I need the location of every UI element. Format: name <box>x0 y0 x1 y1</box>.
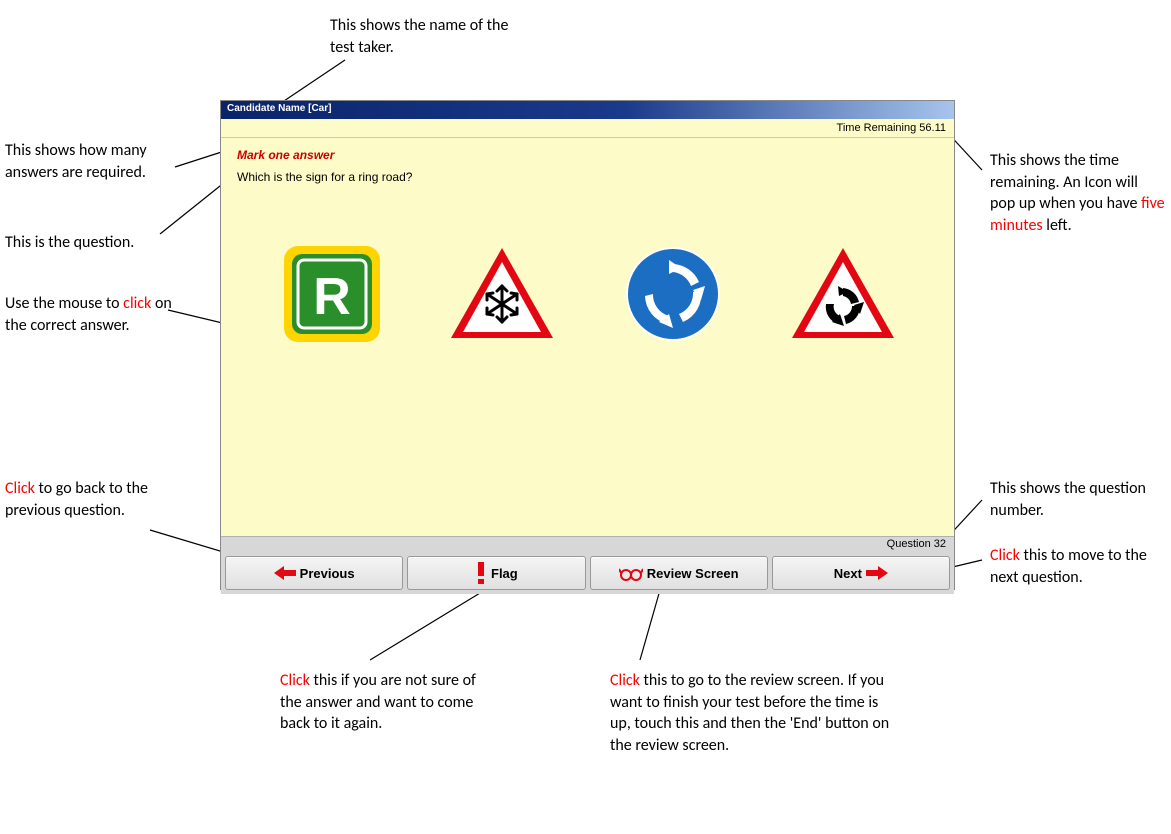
question-number: Question 32 <box>887 538 946 550</box>
annotation-time: This shows the time remaining. An Icon w… <box>990 150 1165 236</box>
time-remaining-bar: Time Remaining 56.11 <box>221 119 954 138</box>
next-button[interactable]: Next <box>772 556 950 590</box>
answer-option-ice-sign[interactable] <box>442 234 562 354</box>
instruction-text: Mark one answer <box>237 148 938 162</box>
roundabout-warning-sign-icon <box>788 244 898 344</box>
time-remaining: Time Remaining 56.11 <box>837 122 946 134</box>
flag-label: Flag <box>491 566 518 581</box>
annotation-previous: Click to go back to the previous questio… <box>5 478 185 521</box>
annotation-flag: Click this if you are not sure of the an… <box>280 670 500 735</box>
annotation-question: This is the question. <box>5 232 185 254</box>
candidate-name: Candidate Name [Car] <box>227 103 331 114</box>
nav-bar: Previous Flag Review Screen Next <box>221 552 954 594</box>
answer-option-r-sign[interactable]: R <box>272 234 392 354</box>
next-label: Next <box>834 566 862 581</box>
flag-button[interactable]: Flag <box>407 556 585 590</box>
annotation-click-answer: Use the mouse to click on the correct an… <box>5 293 185 336</box>
review-label: Review Screen <box>647 566 739 581</box>
mini-roundabout-sign-icon <box>623 244 723 344</box>
glasses-icon <box>619 565 643 581</box>
annotation-next: Click this to move to the next question. <box>990 545 1165 588</box>
review-screen-button[interactable]: Review Screen <box>590 556 768 590</box>
previous-button[interactable]: Previous <box>225 556 403 590</box>
arrow-right-icon <box>866 566 888 580</box>
svg-text:R: R <box>313 268 351 326</box>
previous-label: Previous <box>300 566 355 581</box>
question-number-bar: Question 32 <box>221 536 954 552</box>
answer-option-roundabout-sign[interactable] <box>783 234 903 354</box>
ice-warning-sign-icon <box>447 244 557 344</box>
app-window: Candidate Name [Car] Time Remaining 56.1… <box>220 100 955 590</box>
annotation-top: This shows the name of the test taker. <box>330 15 520 58</box>
annotation-answers-required: This shows how many answers are required… <box>5 140 185 183</box>
answer-option-mini-roundabout-sign[interactable] <box>613 234 733 354</box>
answer-options: R <box>237 234 938 354</box>
ring-road-r-sign-icon: R <box>282 244 382 344</box>
title-bar: Candidate Name [Car] <box>221 101 954 119</box>
question-text: Which is the sign for a ring road? <box>237 170 938 184</box>
exclamation-icon <box>475 562 487 584</box>
annotation-review: Click this to go to the review screen. I… <box>610 670 890 756</box>
arrow-left-icon <box>274 566 296 580</box>
question-content: Mark one answer Which is the sign for a … <box>221 138 954 536</box>
annotation-qnum: This shows the question number. <box>990 478 1165 521</box>
